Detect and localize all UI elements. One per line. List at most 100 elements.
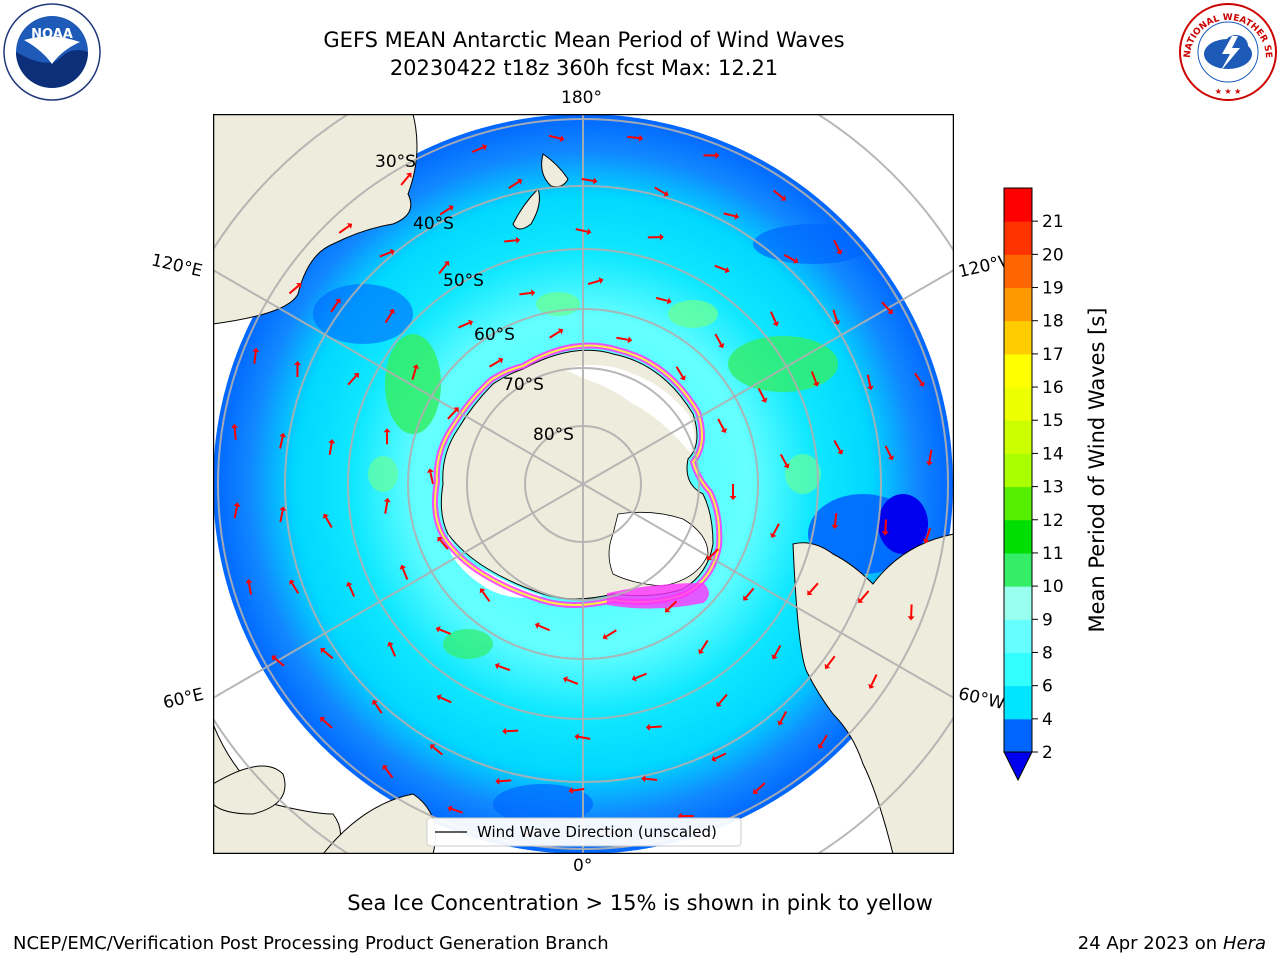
wind-wave-arrow	[479, 588, 491, 602]
wave-period-patches	[313, 224, 928, 824]
wind-wave-arrow	[382, 764, 394, 779]
wind-wave-arrow	[504, 236, 521, 244]
colorbar-band	[1004, 453, 1032, 488]
colorbar-band	[1004, 254, 1032, 289]
graticule	[213, 114, 954, 854]
wind-wave-arrow	[439, 205, 454, 216]
wind-wave-arrow	[769, 311, 779, 327]
wind-wave-arrow	[563, 676, 579, 685]
wind-wave-arrow	[548, 134, 565, 143]
colorbar-band	[1004, 619, 1032, 653]
wind-wave-arrow	[436, 694, 452, 704]
colorbar-band	[1004, 652, 1032, 687]
wind-wave-arrow	[330, 298, 341, 313]
lon-label-120e: 120°E	[149, 250, 205, 282]
colorbar-tick-label: 17	[1042, 345, 1064, 365]
wind-wave-arrow	[575, 228, 592, 236]
wind-wave-arrow	[771, 644, 782, 660]
wind-wave-arrow	[833, 239, 843, 255]
wind-wave-arrow	[723, 212, 740, 220]
footer-date-text: 24 Apr 2023 on	[1077, 933, 1223, 954]
wind-wave-arrow	[581, 177, 598, 185]
lon-label-180: 180°	[561, 88, 602, 108]
wind-wave-arrow	[866, 374, 874, 391]
wind-wave-arrow	[447, 407, 459, 420]
wind-wave-arrow	[338, 223, 353, 234]
wind-wave-arrow	[645, 723, 662, 731]
wind-wave-arrow	[279, 506, 287, 523]
wind-wave-arrow	[289, 579, 300, 594]
lon-label-60e: 60°E	[161, 684, 206, 714]
wind-wave-arrow	[387, 641, 397, 657]
wind-wave-arrow	[399, 564, 409, 580]
wind-wave-arrow	[347, 372, 359, 386]
antarctica-continent	[440, 349, 714, 600]
colorbar-band	[1004, 486, 1032, 521]
svg-text:★ ★ ★: ★ ★ ★	[1215, 87, 1242, 96]
colorbar-tick-label: 18	[1042, 312, 1064, 332]
wind-wave-arrow	[627, 134, 644, 142]
colorbar-band	[1004, 188, 1032, 222]
wind-wave-arrow	[549, 328, 564, 339]
map-legend: Wind Wave Direction (unscaled)	[426, 817, 742, 847]
wind-wave-arrow	[245, 578, 253, 595]
wind-wave-arrow	[328, 439, 336, 456]
lat-label-70s: 70°S	[503, 375, 544, 395]
wind-wave-arrow	[641, 775, 658, 783]
colorbar-extend-triangle	[1003, 751, 1033, 782]
map-panel: 30°S 40°S 50°S 60°S 70°S 80°S Wind Wave …	[213, 114, 954, 854]
wind-wave-arrow	[824, 655, 836, 669]
lon-label-0: 0°	[573, 856, 593, 876]
wind-wave-arrow	[568, 787, 585, 795]
wind-wave-arrow	[534, 622, 551, 632]
wind-wave-arrow	[753, 782, 766, 794]
wind-wave-arrow	[322, 513, 333, 528]
wind-wave-arrow	[832, 309, 841, 325]
wind-wave-arrow	[231, 423, 239, 440]
wind-wave-arrow	[383, 497, 391, 514]
wind-wave-arrow	[833, 440, 844, 455]
wind-wave-arrow	[772, 189, 786, 201]
wind-wave-arrow	[770, 523, 780, 538]
wind-wave-arrow	[714, 264, 730, 274]
wind-wave-arrow	[925, 449, 933, 466]
wind-wave-arrow	[757, 387, 768, 403]
footer-credit: NCEP/EMC/Verification Post Processing Pr…	[13, 933, 609, 954]
wind-wave-arrow	[279, 432, 287, 449]
wind-wave-arrow	[602, 629, 617, 640]
wind-wave-arrow	[616, 336, 633, 344]
wind-wave-arrow	[495, 777, 512, 785]
colorbar-band	[1004, 387, 1032, 421]
wind-wave-arrow	[471, 144, 487, 153]
lat-label-50s: 50°S	[443, 271, 484, 291]
wind-wave-arrow	[288, 283, 302, 295]
wind-wave-arrow	[631, 672, 647, 682]
wind-wave-arrow	[675, 366, 686, 381]
colorbar-band	[1004, 685, 1032, 720]
footer-date: 24 Apr 2023 on Hera	[1078, 933, 1266, 954]
wind-wave-arrow	[400, 172, 412, 186]
lat-label-40s: 40°S	[413, 214, 454, 234]
colorbar-tick-label: 14	[1042, 444, 1064, 464]
colorbar-band	[1004, 221, 1032, 255]
wind-wave-arrow	[252, 347, 260, 364]
wind-wave-arrow	[271, 655, 285, 667]
colorbar-tick-label: 20	[1042, 245, 1064, 265]
chart-title: GEFS MEAN Antarctic Mean Period of Wind …	[323, 28, 845, 52]
lat-label-30s: 30°S	[375, 152, 416, 172]
wind-wave-arrow	[383, 428, 391, 445]
wind-wave-arrow	[519, 289, 536, 297]
colorbar-tick-label: 9	[1042, 610, 1053, 630]
colorbar: 2 4 6 8 9 10 11 12 13 14 15 16 17 18 19 20 21	[1003, 187, 1064, 782]
chart-subtitle-run-info: 20230422 t18z 360h fcst Max: 12.21	[389, 56, 779, 80]
wind-wave-arrow	[777, 710, 788, 726]
colorbar-tick-label: 6	[1042, 677, 1053, 697]
wind-wave-arrow	[703, 151, 720, 159]
wind-wave-arrow	[494, 662, 511, 672]
colorbar-band	[1004, 519, 1032, 554]
colorbar-label: Mean Period of Wind Waves [s]	[1085, 307, 1109, 633]
noaa-logo-icon: NOAA	[3, 3, 101, 101]
footer-host: Hera	[1222, 933, 1266, 954]
new-zealand-landmass	[512, 153, 569, 230]
colorbar-ticks: 2 4 6 8 9 10 11 12 13 14 15 16 17 18 19 20 21	[1032, 212, 1064, 763]
